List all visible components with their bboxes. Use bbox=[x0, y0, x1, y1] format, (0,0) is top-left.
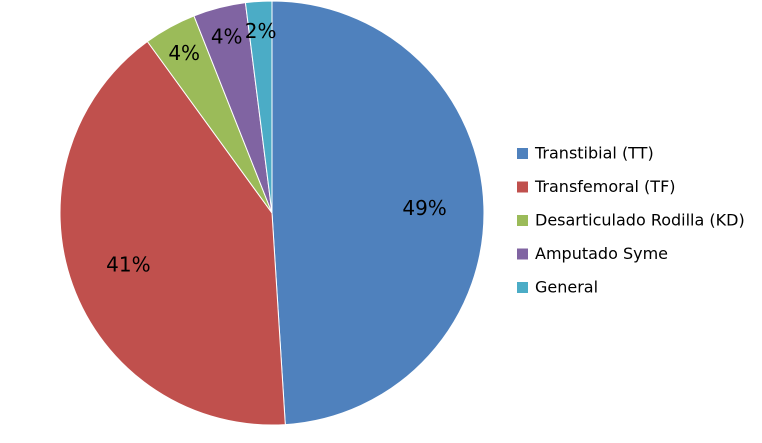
legend-swatch-1 bbox=[517, 148, 528, 159]
legend-label-4: Amputado Syme bbox=[535, 244, 668, 263]
pie-slices bbox=[59, 0, 485, 426]
legend-swatch-3 bbox=[517, 215, 528, 226]
pie-slice-label-4: 4% bbox=[211, 24, 243, 48]
pie-slice-1 bbox=[271, 0, 485, 426]
legend-label-5: General bbox=[535, 278, 598, 297]
pie-slice-label-5: 2% bbox=[245, 19, 277, 43]
legend-label-1: Transtibial (TT) bbox=[534, 144, 654, 163]
pie-slice-label-2: 41% bbox=[106, 253, 150, 277]
pie-slice-label-3: 4% bbox=[168, 41, 200, 65]
pie-slice-5 bbox=[244, 0, 273, 214]
legend-swatch-4 bbox=[517, 248, 528, 260]
legend: Transtibial (TT) Transfemoral (TF) Desarti… bbox=[517, 144, 745, 297]
legend-swatch-5 bbox=[517, 282, 528, 293]
legend-swatch-2 bbox=[517, 181, 528, 193]
pie-slice-label-1: 49% bbox=[402, 196, 446, 220]
legend-label-3: Desarticulado Rodilla (KD) bbox=[535, 211, 745, 230]
pie-slice-labels: 49%41%4%4% 2% bbox=[106, 19, 447, 277]
pie-slice-2 bbox=[59, 40, 286, 426]
legend-label-2: Transfemoral (TF) bbox=[534, 177, 676, 196]
